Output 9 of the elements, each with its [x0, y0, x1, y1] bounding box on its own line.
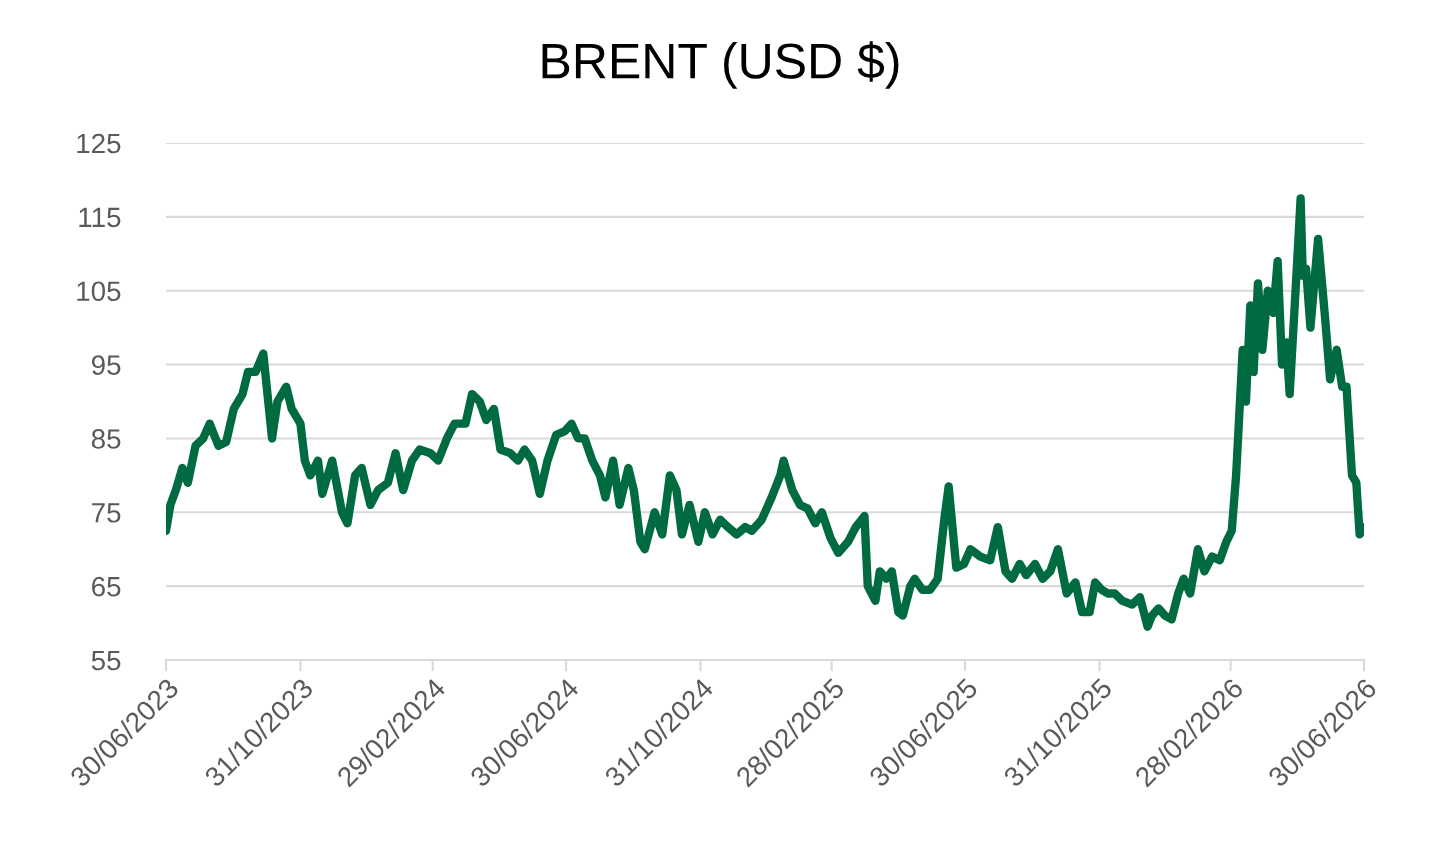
y-tick-label: 65 [92, 576, 121, 597]
y-tick-label: 95 [91, 355, 121, 375]
y-tick-label: 115 [79, 207, 121, 228]
y-tick-label: 105 [77, 281, 121, 302]
y-tick-label: 55 [91, 650, 121, 671]
y-tick-label: 125 [77, 133, 121, 154]
y-tick-label: 75 [92, 503, 121, 523]
y-tick-label: 85 [91, 429, 121, 449]
chart-title: BRENT (USD $) [542, 41, 899, 89]
